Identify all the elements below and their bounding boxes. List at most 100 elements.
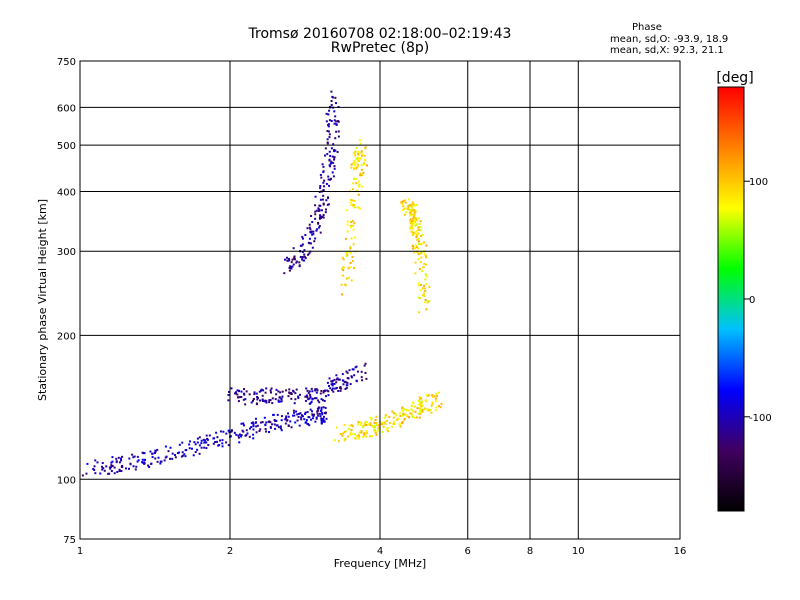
data-point	[349, 252, 352, 255]
data-point	[391, 425, 394, 428]
data-point	[352, 243, 355, 246]
colorbar	[717, 86, 745, 512]
data-point	[203, 446, 206, 449]
data-point	[196, 441, 199, 444]
data-point	[353, 374, 356, 377]
data-point	[294, 421, 297, 424]
data-point	[415, 234, 418, 237]
data-point	[356, 370, 359, 373]
data-point	[304, 233, 307, 236]
data-point	[277, 426, 280, 429]
data-point	[358, 207, 361, 210]
data-point	[343, 439, 346, 442]
data-point	[269, 389, 272, 392]
data-point	[433, 395, 436, 398]
data-point	[300, 414, 303, 417]
data-point	[213, 437, 216, 440]
data-point	[424, 253, 427, 256]
data-point	[178, 443, 181, 446]
data-point	[108, 466, 111, 469]
data-point	[425, 308, 428, 311]
data-point	[416, 407, 419, 410]
data-point	[340, 283, 343, 286]
data-point	[369, 435, 372, 438]
data-point	[128, 457, 131, 460]
data-point	[401, 406, 404, 409]
data-point	[420, 400, 423, 403]
data-point	[250, 401, 253, 404]
data-point	[366, 164, 369, 167]
data-point	[326, 138, 329, 141]
data-point	[414, 224, 417, 227]
data-point	[361, 379, 364, 382]
data-point	[418, 398, 421, 401]
data-point	[412, 227, 415, 230]
data-point	[424, 283, 427, 286]
data-point	[309, 396, 312, 399]
data-point	[305, 387, 308, 390]
data-point	[320, 421, 323, 424]
data-point	[221, 442, 224, 445]
y-tick-label: 75	[63, 535, 76, 546]
data-point	[320, 419, 323, 422]
data-point	[430, 404, 433, 407]
data-point	[111, 460, 114, 463]
data-point	[311, 246, 314, 249]
data-point	[317, 399, 320, 402]
data-point	[227, 399, 230, 402]
data-point	[277, 400, 280, 403]
data-point	[334, 115, 337, 118]
x-tick-labels: 1 2 4 6 8 10 16	[77, 546, 687, 557]
data-point	[350, 224, 353, 227]
data-point	[358, 431, 361, 434]
data-point	[314, 213, 317, 216]
data-point	[343, 430, 346, 433]
data-point	[286, 256, 289, 259]
data-point	[319, 231, 322, 234]
data-point	[405, 409, 408, 412]
data-point	[285, 417, 288, 420]
data-point	[297, 397, 300, 400]
data-point	[335, 130, 338, 133]
data-point	[426, 409, 429, 412]
data-point	[196, 448, 199, 451]
data-point	[260, 389, 263, 392]
data-point	[354, 177, 357, 180]
data-point	[351, 255, 354, 258]
data-point	[337, 130, 340, 133]
data-point	[330, 162, 333, 165]
data-point	[314, 237, 317, 240]
data-point	[344, 387, 347, 390]
data-point	[372, 426, 375, 429]
data-point	[411, 233, 414, 236]
data-point	[409, 210, 412, 213]
data-point	[328, 184, 331, 187]
data-point	[421, 408, 424, 411]
data-point	[376, 429, 379, 432]
data-point	[193, 441, 196, 444]
data-point	[358, 139, 361, 142]
y-tick-label: 100	[57, 475, 76, 486]
data-point	[333, 158, 336, 161]
data-point	[414, 244, 417, 247]
data-point	[307, 392, 310, 395]
data-point	[353, 177, 356, 180]
data-point	[354, 161, 357, 164]
data-point	[323, 179, 326, 182]
data-point	[342, 258, 345, 261]
data-point	[260, 388, 263, 391]
data-point	[293, 402, 296, 405]
data-point	[111, 456, 114, 459]
data-point	[274, 427, 277, 430]
data-point	[392, 412, 395, 415]
data-point	[350, 226, 353, 229]
data-point	[338, 386, 341, 389]
data-point	[134, 468, 137, 471]
data-point	[118, 470, 121, 473]
data-point	[230, 430, 233, 433]
data-point	[314, 210, 317, 213]
data-point	[252, 433, 255, 436]
data-point	[346, 230, 349, 233]
data-point	[359, 174, 362, 177]
data-point	[333, 110, 336, 113]
